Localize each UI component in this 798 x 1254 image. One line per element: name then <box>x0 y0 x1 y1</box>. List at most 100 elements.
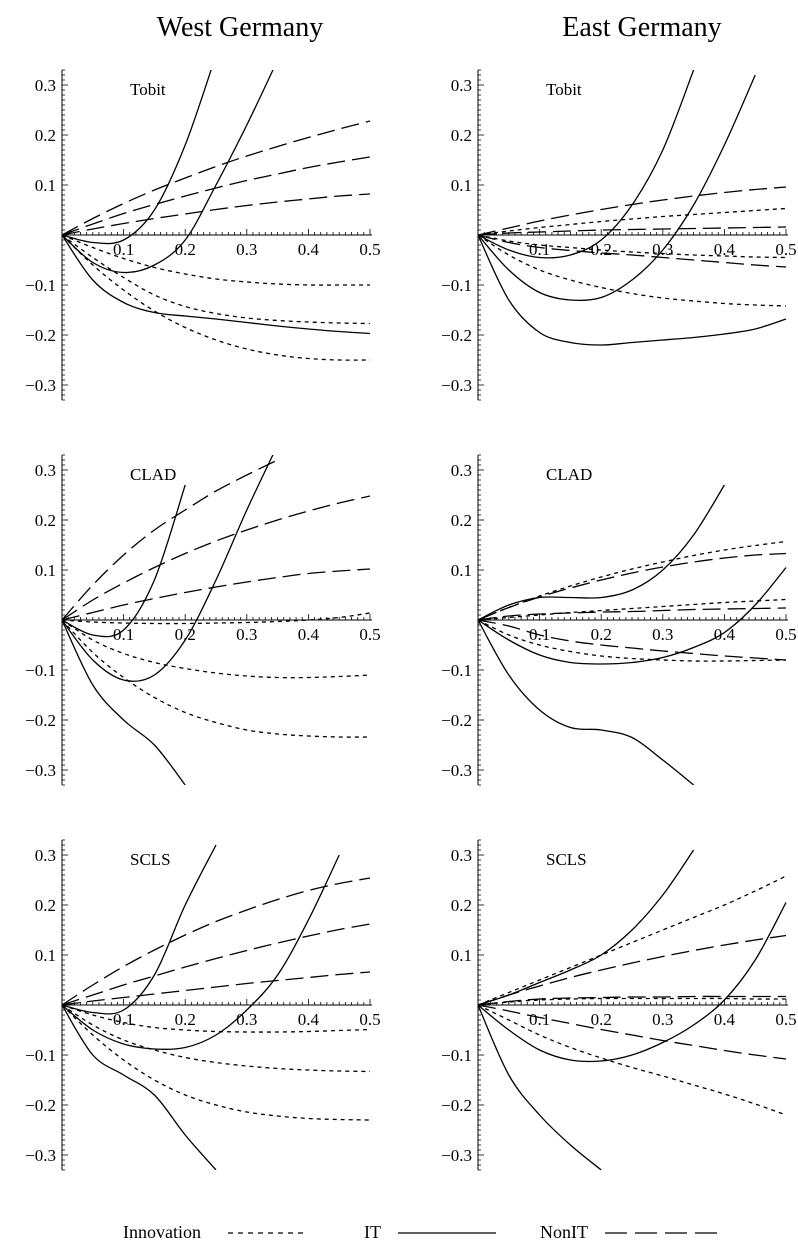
y-tick-label: 0.3 <box>451 461 472 480</box>
series-line-nonit <box>478 186 787 236</box>
y-tick-label: −0.2 <box>441 326 472 345</box>
x-tick-label: 0.4 <box>298 1010 320 1029</box>
y-tick-label: 0.1 <box>451 561 472 580</box>
y-tick-label: −0.3 <box>441 1146 472 1165</box>
y-tick-label: 0.1 <box>451 946 472 965</box>
y-tick-label: −0.2 <box>25 326 56 345</box>
y-tick-label: −0.2 <box>25 1096 56 1115</box>
x-tick-label: 0.2 <box>175 625 196 644</box>
y-tick-label: −0.3 <box>25 761 56 780</box>
y-tick-label: 0.2 <box>35 896 56 915</box>
series-line-nonit <box>478 234 787 268</box>
x-tick-label: 0.5 <box>775 240 796 259</box>
y-tick-label: −0.3 <box>441 376 472 395</box>
x-tick-label: 0.2 <box>591 1010 612 1029</box>
series-line-it <box>478 74 756 302</box>
series-line-innovation <box>62 234 370 286</box>
y-tick-label: 0.1 <box>35 561 56 580</box>
y-tick-label: −0.1 <box>25 1046 56 1065</box>
y-tick-label: −0.2 <box>441 1096 472 1115</box>
y-tick-label: −0.1 <box>25 661 56 680</box>
series-line-nonit <box>478 226 787 236</box>
series-line-nonit <box>62 459 278 621</box>
y-tick-label: −0.2 <box>441 711 472 730</box>
y-tick-label: 0.1 <box>451 176 472 195</box>
series-line-it <box>62 70 212 245</box>
x-tick-label: 0.1 <box>113 1010 134 1029</box>
legend: Innovation IT NonIT <box>0 1222 798 1252</box>
chart-panel-tobit-west: 0.3 0.2 0.1 −0.1 −0.2 −0.3 0.1 0.2 0.3 0.4 0.5 Tobi… <box>25 69 381 401</box>
series-line-innovation <box>62 612 371 625</box>
y-tick-label: −0.1 <box>441 276 472 295</box>
series-line-nonit <box>62 877 371 1006</box>
y-tick-label: 0.2 <box>451 126 472 145</box>
series-line-innovation <box>62 619 371 679</box>
series-line-nonit <box>478 619 787 661</box>
y-tick-label: 0.3 <box>35 76 56 95</box>
series-line-it <box>62 455 274 682</box>
panel-title: Tobit <box>130 80 166 99</box>
series-line-it <box>478 619 695 785</box>
y-tick-label: 0.1 <box>35 946 56 965</box>
x-tick-label: 0.4 <box>714 1010 736 1029</box>
x-tick-label: 0.4 <box>714 240 736 259</box>
x-tick-label: 0.2 <box>591 625 612 644</box>
series-line-it <box>478 849 695 1006</box>
series-line-innovation <box>62 619 371 738</box>
x-tick-label: 0.4 <box>298 240 320 259</box>
y-tick-label: 0.3 <box>451 76 472 95</box>
legend-label-it: IT <box>364 1222 381 1242</box>
legend-swatch-nonit <box>605 1232 725 1234</box>
x-tick-label: 0.5 <box>775 625 796 644</box>
y-tick-label: 0.3 <box>35 461 56 480</box>
series-line-innovation <box>478 234 787 259</box>
series-line-innovation <box>62 234 371 361</box>
series-line-innovation <box>478 997 787 1006</box>
series-line-it <box>478 70 695 259</box>
column-title-west: West Germany <box>156 12 324 43</box>
series-line-nonit <box>62 971 371 1006</box>
y-tick-label: −0.2 <box>25 711 56 730</box>
x-tick-label: 0.2 <box>175 1010 196 1029</box>
x-tick-label: 0.5 <box>775 1010 796 1029</box>
series-line-nonit <box>62 120 371 236</box>
y-tick-label: −0.3 <box>25 1146 56 1165</box>
series-line-innovation <box>478 1004 787 1116</box>
series-line-it <box>62 70 274 274</box>
x-tick-label: 0.1 <box>529 1010 550 1029</box>
series-line-innovation <box>478 875 787 1006</box>
y-tick-label: 0.3 <box>451 846 472 865</box>
y-tick-label: −0.1 <box>25 276 56 295</box>
x-tick-label: 0.1 <box>113 625 134 644</box>
y-tick-label: 0.2 <box>451 511 472 530</box>
series-line-it <box>62 484 186 638</box>
x-tick-label: 0.5 <box>359 240 380 259</box>
y-tick-label: 0.2 <box>35 511 56 530</box>
x-tick-label: 0.3 <box>652 1010 673 1029</box>
series-line-nonit <box>62 495 371 621</box>
y-tick-label: −0.3 <box>441 761 472 780</box>
series-line-nonit <box>62 568 371 621</box>
series-line-nonit <box>478 552 787 621</box>
series-line-innovation <box>478 234 787 307</box>
series-line-nonit <box>62 156 371 236</box>
x-tick-label: 0.4 <box>714 625 736 644</box>
y-tick-label: −0.1 <box>441 661 472 680</box>
series-line-it <box>478 484 725 621</box>
x-tick-label: 0.2 <box>175 240 196 259</box>
chart-panel-scls-west: 0.3 0.2 0.1 −0.1 −0.2 −0.3 0.1 0.2 0.3 0.4 0.5 SCLS <box>25 839 381 1171</box>
series-line-it <box>478 234 787 346</box>
y-tick-label: −0.1 <box>441 1046 472 1065</box>
chart-panel-tobit-east: 0.30.20.1−0.1−0.2−0.30.1 0.2 0.3 0.4 0.5Tobi… <box>441 69 797 401</box>
series-line-it <box>478 1004 602 1170</box>
series-line-it <box>478 567 787 665</box>
series-line-innovation <box>478 540 787 621</box>
legend-swatch-it <box>398 1232 496 1234</box>
chart-panel-scls-east: 0.3 0.2 0.1 −0.1 −0.2 −0.3 0.1 0.2 0.3 0.4 0.5 SCLS <box>441 839 797 1171</box>
x-tick-label: 0.1 <box>113 240 134 259</box>
panel-title: CLAD <box>130 465 176 484</box>
series-line-it <box>62 234 371 335</box>
series-line-nonit <box>478 995 786 1006</box>
legend-swatch-innovation <box>228 1232 308 1234</box>
